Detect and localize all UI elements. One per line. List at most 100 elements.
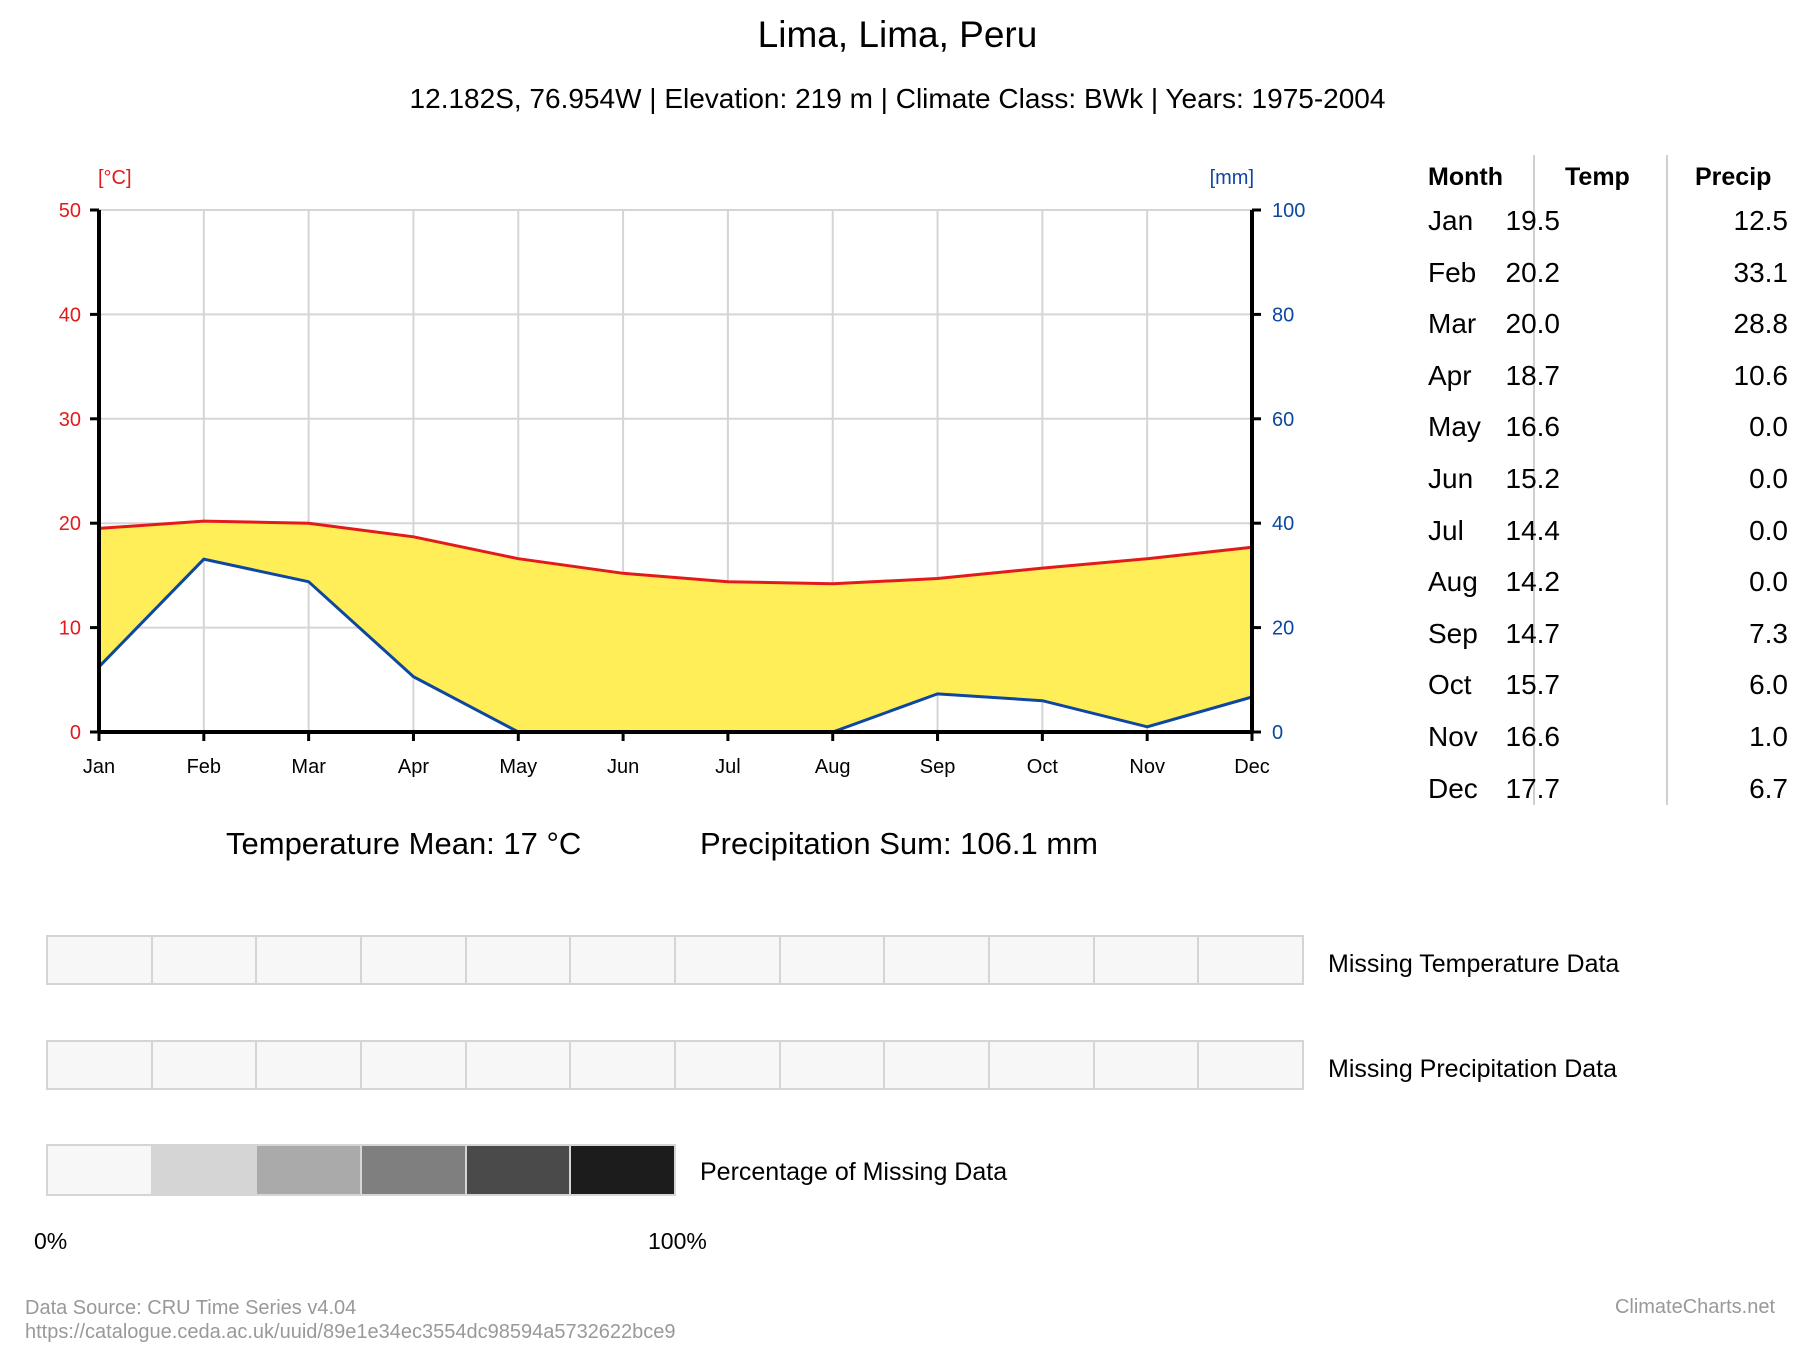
legend-min-label: 0%	[34, 1228, 68, 1254]
right-axis-unit: [mm]	[1210, 167, 1254, 189]
table-cell-month: Apr	[1428, 359, 1472, 391]
table-cell-precip: 1.0	[1749, 721, 1788, 752]
missing-data-legend-label: Percentage of Missing Data	[700, 1158, 1008, 1186]
table-cell-temp: 14.2	[1505, 566, 1561, 598]
table-cell-month: Jan	[1428, 205, 1474, 236]
missing-cell-may	[466, 1042, 572, 1088]
table-cell-month: Jul	[1428, 514, 1464, 546]
left-tick-label: 40	[59, 304, 81, 326]
missing-cell-jan	[48, 1042, 153, 1088]
missing-cell-sep	[885, 1042, 991, 1088]
arid-area	[99, 521, 1252, 732]
table-row: Dec 17.7 6.7	[1410, 773, 1790, 825]
table-cell-month: Oct	[1428, 669, 1472, 701]
table-row: Apr 18.7 10.6	[1410, 360, 1790, 412]
precipitation-sum: Precipitation Sum: 106.1 mm	[700, 826, 1099, 861]
missing-cell-mar	[257, 937, 363, 983]
missing-cell-dec	[1199, 1042, 1303, 1088]
missing-cell-apr	[362, 1042, 467, 1088]
left-tick-label: 30	[59, 409, 81, 431]
right-tick-label: 60	[1272, 409, 1294, 431]
brand-link[interactable]: ClimateCharts.net	[1614, 1296, 1775, 1318]
x-tick-label: Mar	[291, 756, 326, 778]
missing-precipitation-bar	[46, 1040, 1304, 1090]
missing-data-legend	[46, 1144, 676, 1196]
right-tick-label: 80	[1272, 304, 1294, 326]
table-cell-temp: 16.6	[1505, 411, 1561, 443]
chart-title: Lima, Lima, Peru	[757, 14, 1038, 55]
missing-cell-nov	[1094, 1042, 1200, 1088]
table-cell-precip: 0.0	[1749, 514, 1788, 546]
table-cell-precip: 12.5	[1733, 205, 1789, 236]
table-row: Oct 15.7 6.0	[1410, 669, 1790, 721]
missing-cell-oct	[990, 937, 1095, 983]
legend-swatch	[466, 1146, 572, 1194]
missing-cell-oct	[990, 1042, 1095, 1088]
left-tick-label: 10	[59, 618, 81, 640]
climate-table: Month Temp Precip Jan 19.5 12.5 Feb 20.2 33.1…	[1410, 155, 1790, 805]
table-row: Mar 20.0 28.8	[1410, 308, 1790, 360]
missing-cell-jun	[571, 937, 677, 983]
table-row: Aug 14.2 0.0	[1410, 566, 1790, 618]
x-tick-label: Oct	[1027, 756, 1059, 778]
table-cell-temp: 15.2	[1505, 463, 1561, 494]
missing-cell-jul	[676, 937, 781, 983]
table-cell-temp: 14.4	[1505, 514, 1561, 546]
left-tick-label: 50	[59, 200, 81, 222]
table-cell-temp: 16.6	[1505, 721, 1561, 752]
table-header-month: Month	[1428, 163, 1503, 191]
right-tick-label: 40	[1272, 513, 1294, 535]
missing-cell-dec	[1199, 937, 1303, 983]
table-row: Jan 19.5 12.5	[1410, 205, 1790, 257]
x-tick-label: Jan	[83, 756, 115, 778]
table-cell-month: Aug	[1428, 566, 1478, 598]
x-tick-label: Jul	[715, 756, 741, 778]
x-tick-label: Dec	[1234, 756, 1270, 778]
table-row: Nov 16.6 1.0	[1410, 721, 1790, 773]
table-cell-temp: 20.0	[1505, 308, 1561, 340]
x-tick-label: Sep	[920, 756, 956, 778]
x-tick-label: Jun	[607, 756, 639, 778]
data-source-text: Data Source: CRU Time Series v4.04	[25, 1297, 357, 1319]
missing-cell-nov	[1094, 937, 1200, 983]
table-cell-month: Mar	[1428, 308, 1477, 340]
right-tick-label: 20	[1272, 618, 1294, 640]
missing-cell-jun	[571, 1042, 677, 1088]
table-row: Jun 15.2 0.0	[1410, 463, 1790, 515]
missing-cell-sep	[885, 937, 991, 983]
table-row: Sep 14.7 7.3	[1410, 618, 1790, 670]
table-row: Feb 20.2 33.1	[1410, 257, 1790, 309]
table-cell-precip: 28.8	[1733, 308, 1789, 340]
table-cell-precip: 0.0	[1749, 566, 1788, 598]
chart-subtitle: 12.182S, 76.954W | Elevation: 219 m | Cl…	[409, 83, 1386, 114]
table-cell-month: May	[1428, 411, 1481, 443]
table-cell-temp: 17.7	[1505, 772, 1561, 804]
legend-max-label: 100%	[648, 1228, 707, 1254]
table-cell-precip: 0.0	[1749, 411, 1788, 443]
temperature-mean: Temperature Mean: 17 °C	[226, 826, 582, 861]
table-cell-precip: 7.3	[1749, 617, 1788, 649]
table-cell-precip: 0.0	[1749, 463, 1788, 494]
legend-swatch	[571, 1146, 675, 1194]
x-tick-label: Apr	[398, 756, 429, 778]
missing-precipitation-label: Missing Precipitation Data	[1328, 1055, 1618, 1083]
table-cell-precip: 33.1	[1733, 256, 1789, 288]
legend-swatch	[48, 1146, 153, 1194]
left-tick-label: 20	[59, 513, 81, 535]
left-tick-label: 0	[70, 722, 81, 744]
table-cell-precip: 6.7	[1749, 772, 1788, 804]
table-cell-temp: 18.7	[1505, 359, 1561, 391]
table-cell-temp: 19.5	[1505, 205, 1561, 236]
missing-cell-apr	[362, 937, 467, 983]
x-tick-label: Feb	[187, 756, 221, 778]
table-cell-month: Dec	[1428, 772, 1478, 804]
data-source-url[interactable]: https://catalogue.ceda.ac.uk/uuid/89e1e3…	[25, 1321, 676, 1343]
left-axis-unit: [°C]	[98, 167, 132, 189]
missing-cell-feb	[152, 1042, 258, 1088]
table-divider	[1666, 155, 1668, 805]
missing-cell-aug	[780, 1042, 886, 1088]
missing-cell-mar	[257, 1042, 363, 1088]
table-header-precip: Precip	[1695, 163, 1772, 191]
x-tick-label: May	[499, 756, 537, 778]
table-cell-temp: 14.7	[1505, 617, 1561, 649]
